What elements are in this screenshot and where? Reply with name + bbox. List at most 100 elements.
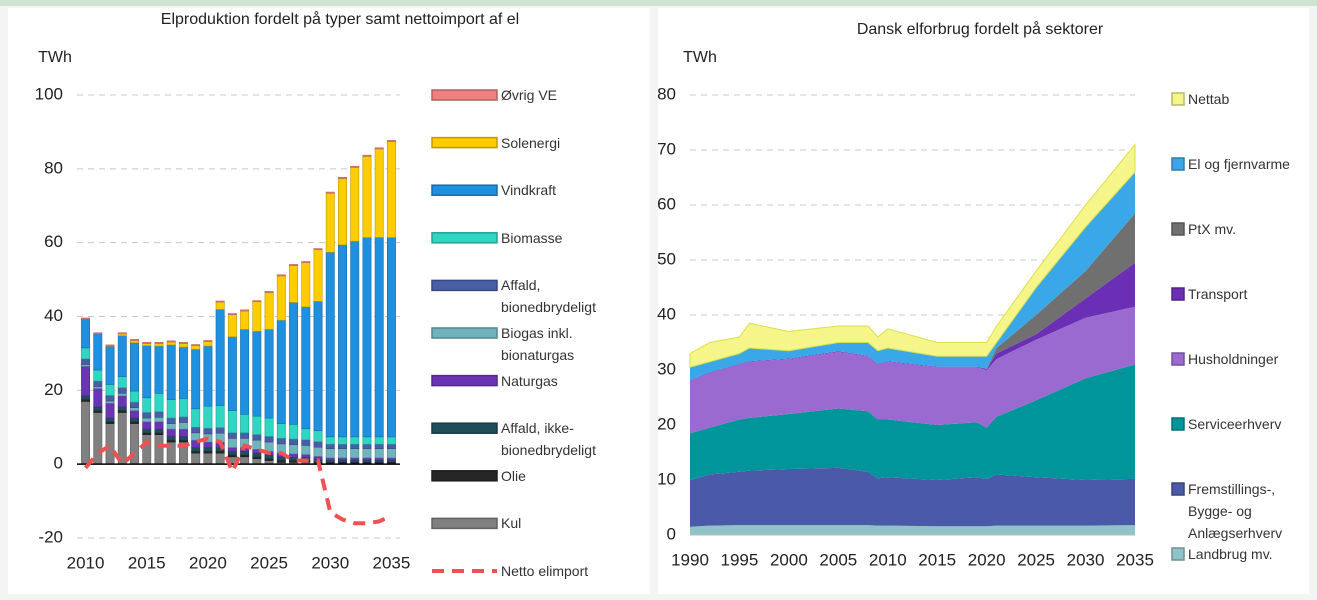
y-tick-label: 80: [657, 84, 676, 103]
legend-swatch: [1171, 287, 1185, 301]
bar-segment: [338, 178, 347, 246]
y-tick-label: -20: [38, 527, 63, 546]
bar-segment: [301, 261, 311, 263]
x-tick-label: 2030: [1067, 550, 1105, 569]
bar-segment: [178, 398, 188, 418]
bar-segment: [362, 443, 372, 449]
bar-segment: [252, 301, 262, 332]
bar-segment: [203, 447, 213, 452]
bar-segment: [81, 401, 91, 465]
bar-segment: [325, 457, 335, 461]
bar-segment: [93, 380, 103, 387]
y-tick-label: 100: [35, 84, 63, 103]
legend-swatch: [431, 422, 498, 434]
bar-segment: [374, 459, 384, 463]
bar-segment: [264, 417, 274, 437]
bar-segment: [325, 192, 335, 253]
legend-label: Solenergi: [501, 134, 561, 151]
bar-segment: [154, 411, 164, 418]
bar-segment: [117, 392, 127, 397]
bar-segment: [240, 456, 250, 465]
bar-segment: [130, 401, 139, 408]
bar-segment: [362, 459, 372, 463]
bar-segment: [154, 434, 164, 465]
bar-segment: [142, 345, 152, 399]
legend-label: Landbrug mv.: [1188, 546, 1273, 562]
bar-segment: [191, 452, 201, 465]
legend-swatch: [431, 232, 498, 244]
legend-label: Serviceerhverv: [1188, 416, 1282, 432]
bar-segment: [142, 421, 152, 430]
bar-segment: [105, 346, 115, 385]
bar-segment: [154, 345, 164, 394]
x-tick-label: 2010: [67, 553, 105, 572]
bar-segment: [154, 392, 164, 413]
bar-segment: [81, 318, 91, 349]
legend-label: Naturgas: [501, 372, 558, 389]
y-tick-label: 60: [657, 194, 676, 213]
bar-segment: [289, 453, 299, 458]
bar-segment: [264, 292, 274, 330]
bar-segment: [252, 300, 262, 303]
bar-segment: [227, 336, 237, 411]
bar-segment: [154, 428, 164, 434]
legend-label: Nettab: [1188, 91, 1230, 107]
bar-segment: [142, 412, 152, 419]
bar-segment: [117, 406, 127, 411]
bar-segment: [93, 333, 103, 371]
bar-segment: [203, 340, 213, 342]
axis-unit: TWh: [683, 49, 717, 66]
bar-segment: [191, 408, 201, 428]
x-tick-label: 2015: [918, 550, 956, 569]
chart-title: Elproduktion fordelt på typer samt netto…: [161, 10, 519, 28]
bar-segment: [325, 191, 335, 194]
bar-segment: [362, 155, 372, 238]
bar-segment: [362, 237, 372, 438]
legend-label: Affald, ikke-bionedbrydeligt: [501, 420, 596, 459]
bar-segment: [252, 452, 262, 458]
legend-label: Olie: [501, 467, 526, 484]
bar-segment: [386, 140, 396, 142]
bar-segment: [215, 452, 225, 465]
bar-segment: [93, 406, 103, 411]
bar-segment: [350, 436, 360, 445]
bar-segment: [130, 390, 139, 403]
bar-segment: [338, 436, 347, 445]
bar-segment: [289, 423, 299, 440]
legend-label: Affald, bionedbrydeligt: [501, 277, 596, 316]
bar-segment: [81, 395, 91, 400]
bar-segment: [313, 441, 323, 448]
bar-segment: [117, 376, 127, 389]
chart-title: Dansk elforbrug fordelt på sektorer: [857, 20, 1104, 38]
bar-segment: [276, 456, 286, 461]
bar-segment: [362, 154, 372, 157]
bar-segment: [252, 439, 262, 450]
bar-segment: [350, 167, 360, 242]
bar-segment: [178, 436, 188, 441]
y-tick-label: 50: [657, 249, 676, 268]
bar-segment: [227, 438, 237, 448]
area: [690, 172, 1135, 381]
bar-segment: [117, 395, 127, 408]
bar-segment: [178, 416, 188, 423]
y-tick-label: 60: [44, 232, 63, 251]
legend-label: Fremstillings-, Bygge- og Anlægserhverv: [1188, 481, 1283, 541]
bar-segment: [240, 432, 250, 439]
legend-swatch: [1171, 417, 1185, 431]
bar-segment: [191, 349, 201, 410]
bar-segment: [240, 310, 250, 330]
y-tick-label: 30: [657, 359, 676, 378]
legend-swatch: [1171, 92, 1185, 106]
bar-segment: [166, 341, 176, 346]
bar-segment: [142, 397, 152, 413]
bar-segment: [154, 342, 164, 344]
bar-segment: [276, 438, 286, 445]
bar-segment: [289, 438, 299, 445]
bar-segment: [178, 346, 188, 399]
bar-segment: [227, 447, 237, 452]
x-tick-label: 2020: [968, 550, 1006, 569]
bar-segment: [386, 237, 396, 438]
bar-segment: [227, 450, 237, 456]
bar-segment: [350, 448, 360, 459]
